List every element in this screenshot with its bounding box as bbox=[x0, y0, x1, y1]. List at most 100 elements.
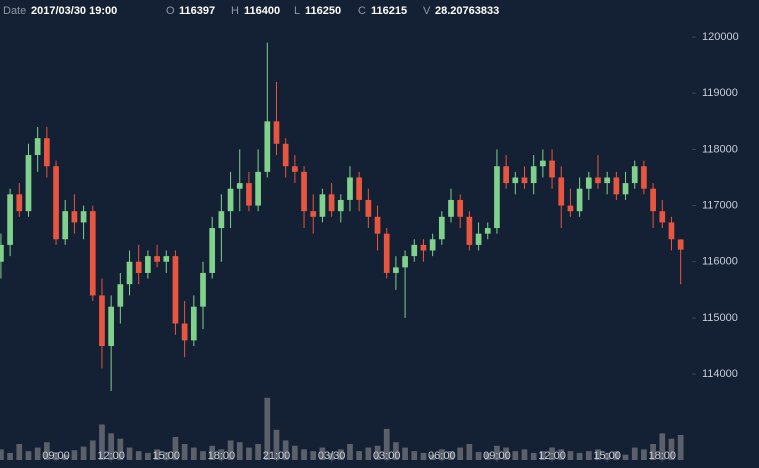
candle-body bbox=[457, 199, 464, 217]
candle-body bbox=[521, 177, 528, 184]
volume-bar bbox=[172, 436, 179, 460]
candle-body bbox=[337, 199, 344, 212]
volume-bar bbox=[347, 444, 353, 460]
volume-bar bbox=[34, 447, 41, 460]
header: Date 2017/03/30 19:00 O 116397 H 116400 … bbox=[3, 5, 499, 17]
volume-bar bbox=[126, 447, 133, 460]
volume-bar bbox=[631, 447, 638, 460]
close-label: C bbox=[358, 5, 366, 17]
candle-body bbox=[503, 166, 509, 184]
candle-body bbox=[172, 256, 179, 324]
x-tick-label: 06:00 bbox=[428, 450, 456, 462]
candle-body bbox=[246, 183, 252, 206]
candle-layer bbox=[0, 42, 684, 391]
y-tick-label: 115000 bbox=[702, 312, 738, 324]
candle-body bbox=[218, 211, 225, 229]
candle-body bbox=[659, 211, 666, 223]
candle-body bbox=[641, 166, 647, 189]
volume-bar bbox=[117, 438, 124, 460]
candle-body bbox=[62, 211, 69, 240]
x-tick-label: 09:00 bbox=[42, 450, 70, 462]
volume-bar bbox=[641, 449, 647, 460]
candle-body bbox=[595, 177, 601, 184]
x-tick-label: 09:00 bbox=[483, 450, 511, 462]
x-tick-label: 15:00 bbox=[152, 450, 180, 462]
x-tick-label: 12:00 bbox=[538, 450, 566, 462]
volume-bar bbox=[604, 452, 611, 460]
low-label: L bbox=[294, 5, 300, 17]
volume-bar bbox=[595, 449, 601, 460]
candle-body bbox=[301, 171, 307, 212]
volume-bar bbox=[16, 444, 23, 460]
candle-body bbox=[227, 188, 234, 212]
volume-bar bbox=[438, 449, 445, 460]
candle-body bbox=[117, 284, 124, 307]
candle-body bbox=[181, 323, 188, 341]
candle-body bbox=[374, 216, 381, 234]
volume-bar bbox=[567, 451, 574, 460]
candle-body bbox=[576, 188, 583, 212]
volume-bar bbox=[576, 452, 583, 460]
volume-bar bbox=[292, 445, 298, 460]
volume-bar bbox=[135, 451, 142, 460]
volume-bar bbox=[218, 449, 225, 460]
candle-body bbox=[530, 166, 537, 184]
volume-bar bbox=[190, 447, 197, 460]
volume-bar bbox=[43, 442, 50, 460]
volume-bar bbox=[677, 434, 684, 460]
volume-bar bbox=[448, 451, 454, 460]
candle-body bbox=[484, 228, 491, 234]
volume-bar bbox=[200, 451, 206, 460]
candle-body bbox=[236, 183, 243, 189]
candle-body bbox=[108, 306, 114, 346]
volume-bar bbox=[393, 442, 399, 460]
x-tick-label: 12:00 bbox=[97, 450, 125, 462]
candle-body bbox=[99, 295, 105, 346]
date-value: 2017/03/30 19:00 bbox=[31, 5, 117, 17]
volume-bar bbox=[319, 447, 326, 460]
volume-bar bbox=[668, 438, 675, 460]
candle-body bbox=[328, 194, 335, 212]
candle-body bbox=[604, 177, 611, 184]
volume-bar bbox=[429, 454, 436, 460]
candle-body bbox=[319, 194, 326, 217]
volume-bar bbox=[246, 447, 252, 460]
high-value: 116400 bbox=[244, 5, 280, 17]
candle-body bbox=[200, 272, 206, 307]
candle-body bbox=[411, 244, 418, 257]
volume-bar bbox=[273, 429, 280, 460]
volume-value: 28.20763833 bbox=[435, 5, 499, 17]
candle-body bbox=[53, 166, 59, 240]
candle-body bbox=[255, 171, 261, 206]
candle-body bbox=[429, 239, 436, 251]
volume-bar bbox=[328, 452, 335, 460]
x-tick-label: 18:00 bbox=[208, 450, 236, 462]
candle-body bbox=[494, 166, 500, 229]
candle-body bbox=[292, 166, 298, 172]
volume-bar bbox=[181, 444, 188, 460]
volume-bar bbox=[466, 444, 473, 460]
volume-bar bbox=[227, 440, 234, 460]
volume-bar bbox=[585, 451, 592, 460]
x-tick-label: 15:00 bbox=[593, 450, 621, 462]
volume-bar bbox=[71, 450, 78, 460]
volume-bar bbox=[301, 449, 307, 460]
candle-body bbox=[80, 211, 87, 223]
volume-bar bbox=[108, 433, 114, 460]
candle-body bbox=[7, 194, 13, 245]
open-label: O bbox=[166, 5, 175, 17]
volume-bar bbox=[236, 442, 243, 460]
volume-bar bbox=[154, 449, 160, 460]
volume-bar bbox=[255, 444, 261, 460]
volume-bar bbox=[0, 449, 4, 460]
x-tick-label: 03/30 bbox=[318, 450, 346, 462]
candle-body bbox=[668, 222, 675, 240]
volume-bar bbox=[530, 452, 537, 460]
volume-bar bbox=[540, 451, 546, 460]
candle-body bbox=[135, 261, 142, 273]
candle-body bbox=[282, 143, 289, 167]
candle-body bbox=[273, 121, 280, 144]
volume-bar bbox=[383, 428, 390, 460]
